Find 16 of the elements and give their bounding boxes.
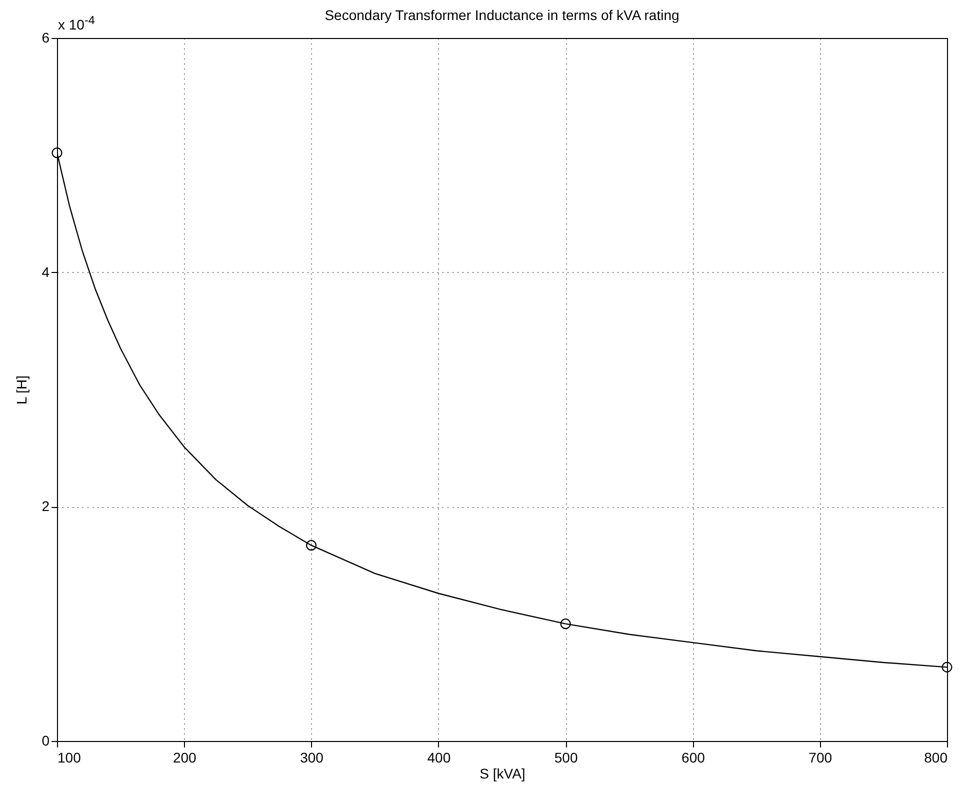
x-tick-label: 400 <box>427 750 451 766</box>
x-tick-label: 700 <box>808 750 832 766</box>
y-tick-label: 0 <box>42 732 50 748</box>
x-tick-label: 800 <box>924 750 948 766</box>
x-tick-label: 300 <box>300 750 324 766</box>
axis-multiplier: x 10$^{-4}$ <box>58 14 95 33</box>
y-axis-title: L [H] <box>14 375 30 405</box>
y-tick-label: 4 <box>42 264 50 280</box>
x-tick-label: 500 <box>554 750 578 766</box>
x-tick-label: 600 <box>682 750 706 766</box>
x-axis-title: S [kVA] <box>480 766 526 782</box>
y-tick-label: 6 <box>42 30 50 46</box>
x-tick-label: 200 <box>172 750 197 766</box>
chart-title: Secondary Transformer Inductance in terms of kVA rating <box>324 7 680 23</box>
y-tick-label: 2 <box>42 498 50 514</box>
x-tick-label: 100 <box>58 750 82 766</box>
